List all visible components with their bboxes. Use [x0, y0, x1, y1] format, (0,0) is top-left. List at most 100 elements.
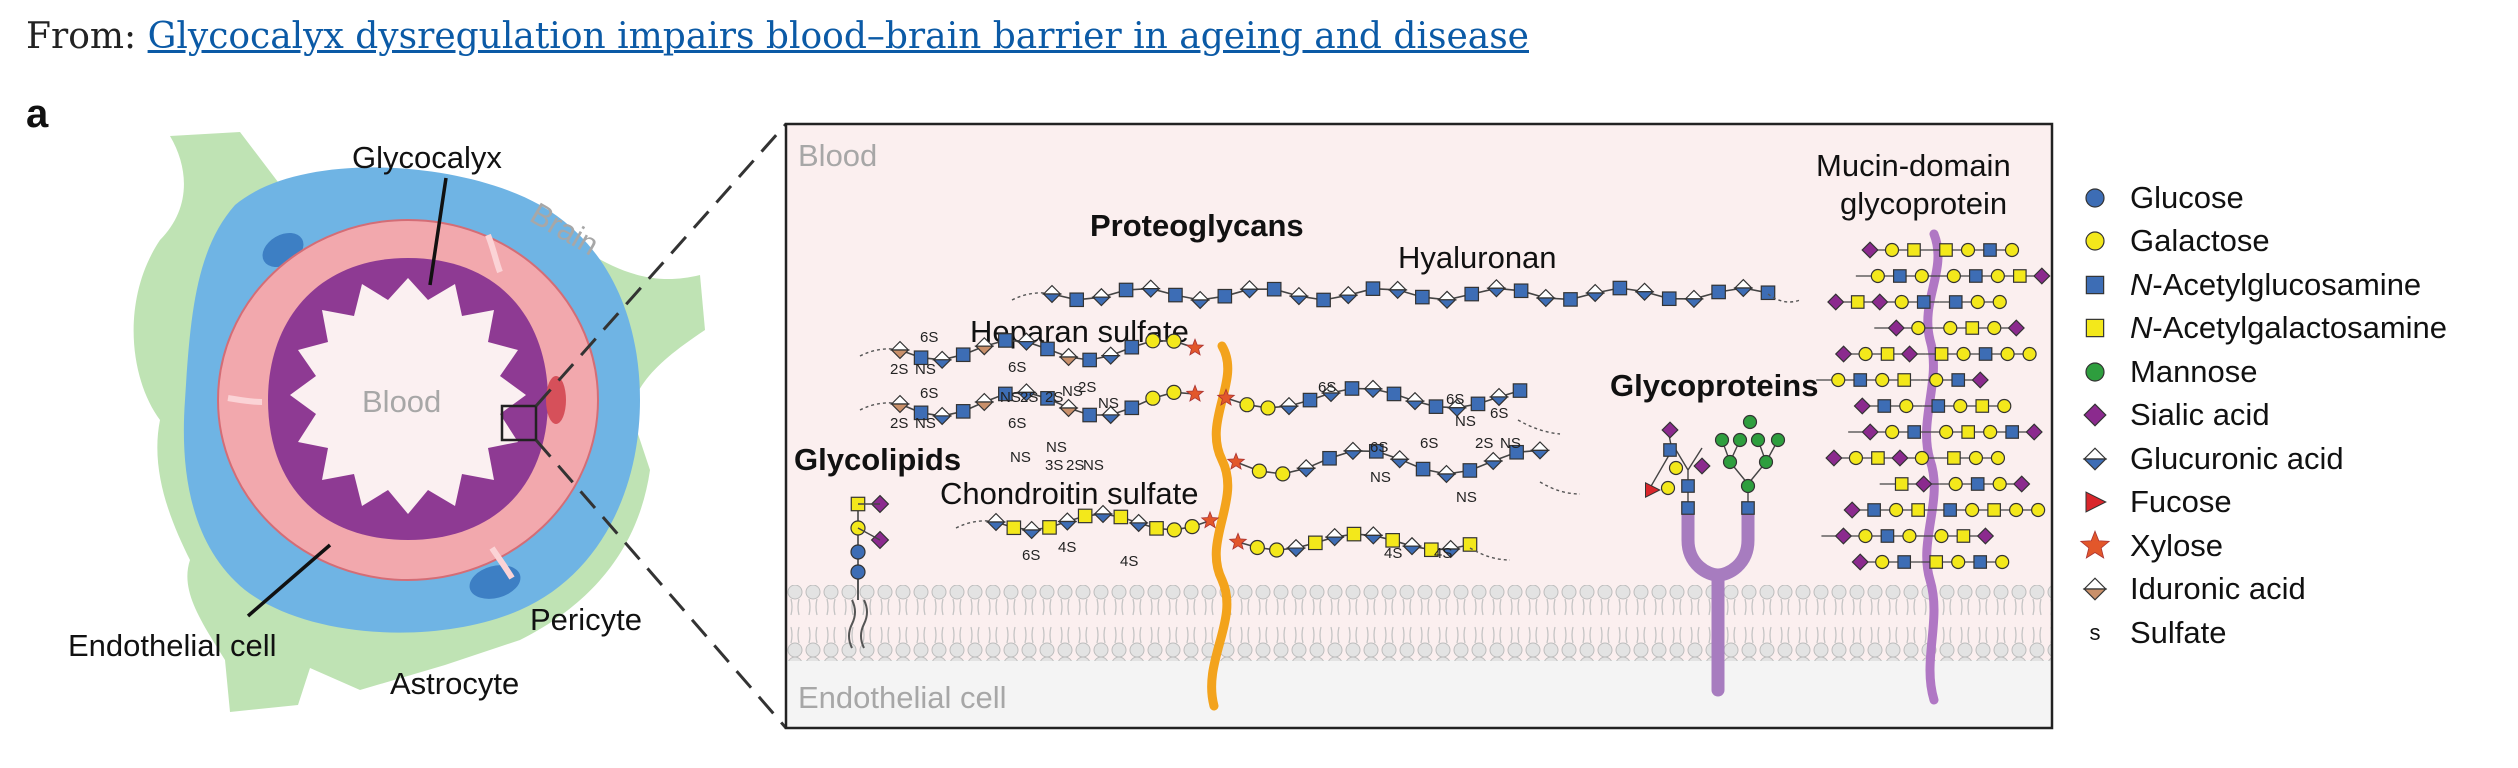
mucin-o-glycans — [1816, 241, 2051, 571]
glycan-residue — [1166, 333, 1182, 349]
sulfation-mark: 3S — [1045, 457, 1063, 474]
glycan-residue — [1948, 295, 1963, 309]
glycan-residue — [1042, 284, 1062, 304]
glycan-residue — [1509, 444, 1524, 460]
half-diamond-symbol-icon — [2080, 574, 2110, 604]
glycan-residue — [1875, 554, 1890, 570]
glycan-residue — [1486, 279, 1507, 298]
glycan-residue — [2031, 502, 2046, 518]
hyaluronan-chain — [1011, 278, 1776, 310]
glycan-residue — [2033, 267, 2051, 285]
glycan-residue — [1850, 295, 1865, 309]
glycan-residue — [1907, 425, 1922, 439]
legend-item: N-Acetylgalactosamine — [2080, 307, 2447, 351]
glycan-residue — [1681, 479, 1695, 493]
endothelial-pointer — [246, 543, 332, 618]
legend-mark — [2079, 529, 2111, 559]
circle-symbol-icon — [2080, 226, 2110, 256]
glycan-residue — [1269, 542, 1285, 558]
glycan-residue — [1069, 292, 1085, 308]
glycan-residue — [1987, 503, 2001, 517]
glycan-residue — [1887, 319, 1905, 337]
glycan-residue — [1939, 243, 1953, 257]
glycan-residue — [1185, 384, 1205, 402]
glycan-residue — [1296, 459, 1317, 478]
glycan-residue — [1042, 520, 1057, 535]
glycan-residue — [1939, 424, 1954, 440]
endothelial-nucleus — [546, 376, 566, 424]
glycan-residue — [1867, 503, 1881, 517]
legend-label: N-Acetylglucosamine — [2130, 267, 2421, 303]
article-title-link[interactable]: Glycocalyx dysregulation impairs blood–b… — [147, 16, 1529, 57]
glycan-residue — [1338, 285, 1359, 305]
sulfation-mark: NS — [1062, 383, 1083, 400]
glycan-residue — [1402, 536, 1422, 556]
glycan-residue — [1965, 502, 1980, 518]
glycan-residue — [1693, 457, 1711, 475]
glycan-residue — [1894, 294, 1909, 310]
glycan-residue — [1914, 268, 1929, 284]
sulfation-mark: NS — [915, 415, 936, 432]
glycan-residue — [1058, 398, 1079, 418]
star-symbol-icon — [2079, 529, 2111, 561]
glycolipid-glycan — [850, 494, 890, 580]
glycan-residue — [1684, 289, 1704, 309]
glycan-residue — [1995, 554, 2010, 570]
glycan-residue — [1437, 290, 1457, 310]
group-glycoproteins: Glycoproteins — [1610, 368, 1818, 403]
glycan-residue — [1385, 533, 1400, 548]
glycan-residue — [1447, 398, 1467, 418]
sulfation-mark: 6S — [1490, 405, 1508, 422]
sulfation-mark: 6S — [1008, 359, 1026, 376]
glycan-residue — [1899, 398, 1914, 414]
glycan-residue — [1948, 476, 1963, 492]
legend-item: N-Acetylglucosamine — [2080, 263, 2447, 307]
sulfation-mark: 4S — [1384, 545, 1402, 562]
glycan-residue — [1960, 242, 1976, 258]
glycan-residue — [1512, 383, 1528, 398]
glycan-residue — [1741, 501, 1755, 515]
glycan-residue — [1661, 291, 1677, 307]
legend-label-text: Mannose — [2130, 353, 2258, 389]
heparan-sulfate-chain-3 — [1216, 379, 1528, 418]
glycan-residue — [1363, 526, 1384, 545]
glycan-residue — [1965, 321, 1980, 335]
legend-mark — [2085, 362, 2105, 382]
glycan-residue — [1758, 454, 1774, 470]
glycan-residue — [1961, 425, 1976, 439]
glycan-residue — [1760, 285, 1776, 301]
legend-mark — [2082, 577, 2108, 601]
glycan-residue — [955, 404, 971, 419]
glycan-residue — [1978, 347, 1993, 361]
legend-label: Glucuronic acid — [2130, 441, 2344, 477]
sulfate-symbol-icon: s — [2080, 618, 2110, 648]
glycan-residue — [1997, 398, 2012, 414]
legend-mark — [2085, 275, 2105, 294]
glycan-residue — [1858, 346, 1873, 362]
glycan-residue — [1226, 452, 1246, 470]
legend-label: Sulfate — [2130, 615, 2227, 651]
glycan-residue — [1853, 373, 1868, 387]
glycan-residue — [1190, 290, 1210, 310]
glycan-residue — [1093, 504, 1113, 524]
glycan-residue — [1973, 555, 1988, 569]
chain-continuation — [1539, 481, 1581, 495]
glycan-residue — [1929, 555, 1944, 569]
glycan-residue — [1124, 400, 1140, 416]
glycan-residue — [1825, 449, 1843, 467]
glycan-residue — [974, 336, 995, 356]
glycan-residue — [1424, 542, 1439, 558]
cell-junction-top — [485, 233, 503, 274]
glycan-residue — [1006, 520, 1022, 536]
glycan-residue — [1750, 432, 1766, 448]
glycan-residue — [1871, 451, 1885, 465]
glycan-residue — [1976, 527, 1995, 545]
glycan-residue — [1916, 295, 1931, 309]
glycan-residue — [1660, 480, 1676, 496]
glycan-residue — [1711, 284, 1726, 300]
sulfation-mark: 6S — [1420, 435, 1438, 452]
glycan-residue — [1884, 242, 1900, 258]
label-endothelial-cell: Endothelial cell — [68, 628, 277, 663]
chain-continuation — [1767, 293, 1801, 303]
